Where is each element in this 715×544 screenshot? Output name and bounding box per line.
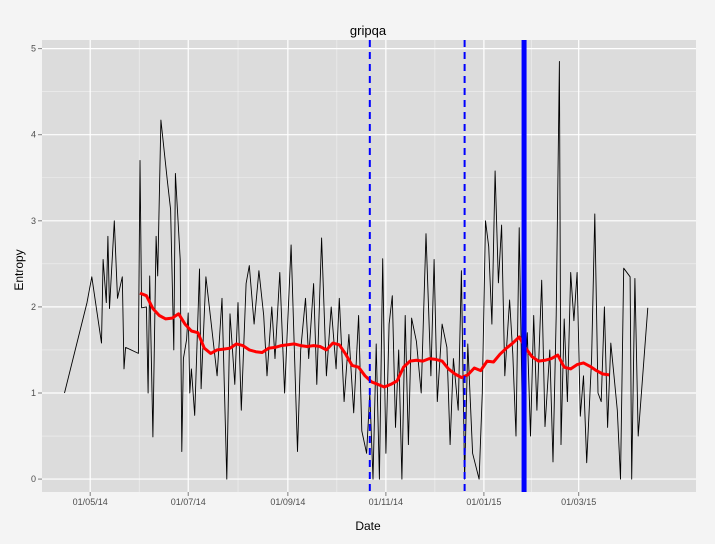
x-axis: 01/05/14 01/07/14 01/09/14 01/11/14 01/01/15… xyxy=(73,492,596,507)
y-tick-label: 2 xyxy=(31,302,36,312)
x-tick-label: 01/11/14 xyxy=(369,497,403,507)
x-tick-label: 01/09/14 xyxy=(270,497,305,507)
y-tick-label: 0 xyxy=(31,474,36,484)
x-tick-label: 01/01/15 xyxy=(466,497,501,507)
x-tick-label: 01/07/14 xyxy=(171,497,206,507)
y-tick-label: 1 xyxy=(31,388,36,398)
x-tick-label: 01/05/14 xyxy=(73,497,108,507)
event-lines xyxy=(368,40,527,492)
smoothed-series-line xyxy=(139,291,610,389)
y-tick-label: 4 xyxy=(31,130,36,140)
y-tick-label: 3 xyxy=(31,216,36,226)
grid-lines xyxy=(42,40,696,492)
y-axis: 0 1 2 3 4 5 xyxy=(31,44,42,484)
chart-title: gripqa xyxy=(350,23,387,38)
y-tick-label: 5 xyxy=(31,44,36,54)
x-tick-label: 01/03/15 xyxy=(561,497,596,507)
raw-series-line xyxy=(64,61,649,480)
y-axis-label: Entropy xyxy=(12,249,26,290)
x-axis-label: Date xyxy=(355,519,381,533)
series-layer xyxy=(64,61,649,480)
